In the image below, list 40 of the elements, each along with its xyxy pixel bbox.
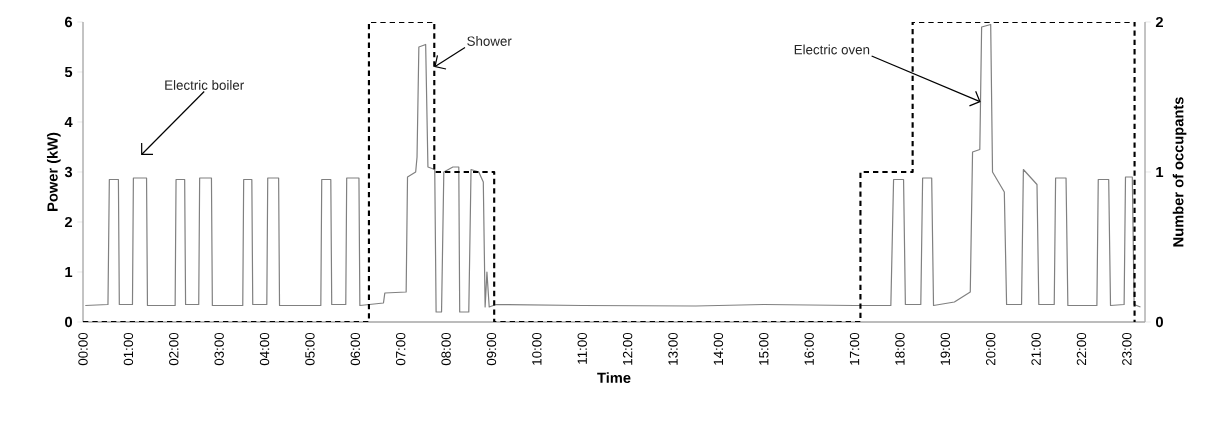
y2-tick-label: 1 (1156, 166, 1164, 178)
y2-axis-title: Number of occupants (1172, 97, 1187, 247)
x-tick-label: 05:00 (305, 332, 315, 366)
x-tick-label: 00:00 (78, 332, 88, 366)
x-tick-label: 22:00 (1076, 332, 1087, 366)
y-tick-label: 6 (65, 16, 73, 28)
x-tick-label: 09:00 (486, 332, 497, 366)
x-tick-label: 04:00 (259, 332, 270, 366)
x-tick-label: 11:00 (577, 332, 587, 364)
x-axis-title: Time (597, 372, 631, 384)
annotation: Shower (467, 36, 512, 46)
x-tick-label: 21:00 (1031, 332, 1041, 366)
x-tick-label: 12:00 (622, 332, 633, 365)
x-tick-label: 07:00 (395, 332, 406, 366)
x-tick-label: 15:00 (759, 332, 769, 365)
y-axis-title: Power (kW) (46, 132, 61, 211)
x-tick-label: 08:00 (441, 332, 451, 366)
y2-tick-label: 2 (1155, 16, 1163, 28)
x-tick-label: 03:00 (214, 332, 224, 366)
y-tick-label: 1 (65, 266, 73, 278)
y-tick-label: 0 (65, 316, 72, 328)
y-tick-label: 2 (64, 216, 73, 228)
x-tick-label: 18:00 (895, 332, 905, 365)
x-tick-label: 06:00 (350, 332, 361, 366)
x-tick-label: 13:00 (668, 332, 678, 365)
x-tick-label: 10:00 (532, 332, 542, 365)
x-tick-label: 14:00 (713, 332, 724, 365)
x-tick-label: 23:00 (1122, 332, 1132, 366)
y-tick-label: 4 (64, 116, 73, 128)
annotation: Electric boiler (165, 80, 244, 90)
y-tick-label: 3 (64, 166, 73, 178)
x-tick-label: 20:00 (985, 332, 996, 366)
x-tick-label: 16:00 (804, 332, 814, 365)
x-tick-label: 19:00 (940, 332, 951, 365)
x-tick-label: 02:00 (169, 332, 179, 366)
annotation: Electric oven (794, 44, 870, 55)
x-tick-label: 17:00 (849, 332, 860, 365)
y-tick-label: 5 (64, 66, 73, 78)
x-tick-label: 01:00 (123, 332, 134, 366)
y2-tick-label: 0 (1155, 316, 1163, 328)
